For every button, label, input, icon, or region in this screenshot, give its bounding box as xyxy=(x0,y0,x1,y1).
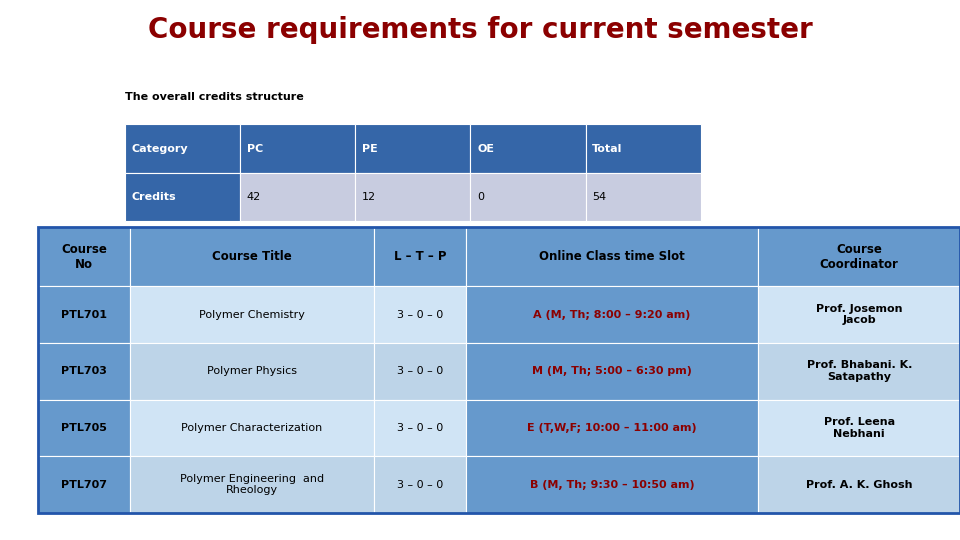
FancyBboxPatch shape xyxy=(38,400,130,456)
FancyBboxPatch shape xyxy=(466,227,758,286)
FancyBboxPatch shape xyxy=(758,286,960,343)
FancyBboxPatch shape xyxy=(355,124,470,173)
Text: E (T,W,F; 10:00 – 11:00 am): E (T,W,F; 10:00 – 11:00 am) xyxy=(527,423,697,433)
FancyBboxPatch shape xyxy=(374,456,466,513)
Text: 3 – 0 – 0: 3 – 0 – 0 xyxy=(396,423,444,433)
FancyBboxPatch shape xyxy=(355,173,470,221)
FancyBboxPatch shape xyxy=(38,343,130,400)
Text: Course
No: Course No xyxy=(61,242,107,271)
FancyBboxPatch shape xyxy=(758,343,960,400)
Text: PC: PC xyxy=(247,144,263,153)
Text: PTL705: PTL705 xyxy=(61,423,107,433)
Text: 3 – 0 – 0: 3 – 0 – 0 xyxy=(396,309,444,320)
Text: 3 – 0 – 0: 3 – 0 – 0 xyxy=(396,480,444,490)
Text: Credits: Credits xyxy=(132,192,176,202)
FancyBboxPatch shape xyxy=(130,286,374,343)
Text: Prof. Bhabani. K.
Satapathy: Prof. Bhabani. K. Satapathy xyxy=(806,361,912,382)
Text: Course
Coordinator: Course Coordinator xyxy=(820,242,899,271)
Text: Polymer Engineering  and
Rheology: Polymer Engineering and Rheology xyxy=(180,474,324,496)
Text: L – T – P: L – T – P xyxy=(394,250,446,263)
FancyBboxPatch shape xyxy=(758,400,960,456)
FancyBboxPatch shape xyxy=(758,227,960,286)
FancyBboxPatch shape xyxy=(374,343,466,400)
Text: M (M, Th; 5:00 – 6:30 pm): M (M, Th; 5:00 – 6:30 pm) xyxy=(532,366,692,376)
FancyBboxPatch shape xyxy=(466,286,758,343)
Text: PTL701: PTL701 xyxy=(61,309,107,320)
FancyBboxPatch shape xyxy=(586,173,701,221)
FancyBboxPatch shape xyxy=(470,124,586,173)
FancyBboxPatch shape xyxy=(38,286,130,343)
Text: 0: 0 xyxy=(477,192,484,202)
FancyBboxPatch shape xyxy=(130,456,374,513)
Text: 42: 42 xyxy=(247,192,261,202)
Text: The overall credits structure: The overall credits structure xyxy=(125,92,303,102)
FancyBboxPatch shape xyxy=(38,456,130,513)
FancyBboxPatch shape xyxy=(130,227,374,286)
Text: A (M, Th; 8:00 – 9:20 am): A (M, Th; 8:00 – 9:20 am) xyxy=(534,309,690,320)
FancyBboxPatch shape xyxy=(466,456,758,513)
Text: Course Title: Course Title xyxy=(212,250,292,263)
FancyBboxPatch shape xyxy=(130,343,374,400)
FancyBboxPatch shape xyxy=(125,173,240,221)
FancyBboxPatch shape xyxy=(466,400,758,456)
Text: Online Class time Slot: Online Class time Slot xyxy=(540,250,684,263)
Text: PTL703: PTL703 xyxy=(61,366,107,376)
FancyBboxPatch shape xyxy=(240,124,355,173)
Text: Category: Category xyxy=(132,144,188,153)
Text: OE: OE xyxy=(477,144,494,153)
FancyBboxPatch shape xyxy=(130,400,374,456)
FancyBboxPatch shape xyxy=(758,456,960,513)
FancyBboxPatch shape xyxy=(374,400,466,456)
FancyBboxPatch shape xyxy=(374,286,466,343)
Text: 3 – 0 – 0: 3 – 0 – 0 xyxy=(396,366,444,376)
Text: Polymer Chemistry: Polymer Chemistry xyxy=(199,309,305,320)
Text: Course requirements for current semester: Course requirements for current semester xyxy=(148,16,812,44)
FancyBboxPatch shape xyxy=(240,173,355,221)
FancyBboxPatch shape xyxy=(466,343,758,400)
Text: Prof. Josemon
Jacob: Prof. Josemon Jacob xyxy=(816,303,902,325)
Text: Total: Total xyxy=(592,144,623,153)
FancyBboxPatch shape xyxy=(586,124,701,173)
Text: 54: 54 xyxy=(592,192,607,202)
Text: Polymer Characterization: Polymer Characterization xyxy=(181,423,323,433)
FancyBboxPatch shape xyxy=(38,227,130,286)
FancyBboxPatch shape xyxy=(374,227,466,286)
Text: Prof. A. K. Ghosh: Prof. A. K. Ghosh xyxy=(806,480,912,490)
Text: Polymer Physics: Polymer Physics xyxy=(207,366,297,376)
Text: B (M, Th; 9:30 – 10:50 am): B (M, Th; 9:30 – 10:50 am) xyxy=(530,480,694,490)
FancyBboxPatch shape xyxy=(470,173,586,221)
Text: PE: PE xyxy=(362,144,377,153)
Text: PTL707: PTL707 xyxy=(61,480,107,490)
Text: Prof. Leena
Nebhani: Prof. Leena Nebhani xyxy=(824,417,895,438)
FancyBboxPatch shape xyxy=(125,124,240,173)
Text: 12: 12 xyxy=(362,192,376,202)
